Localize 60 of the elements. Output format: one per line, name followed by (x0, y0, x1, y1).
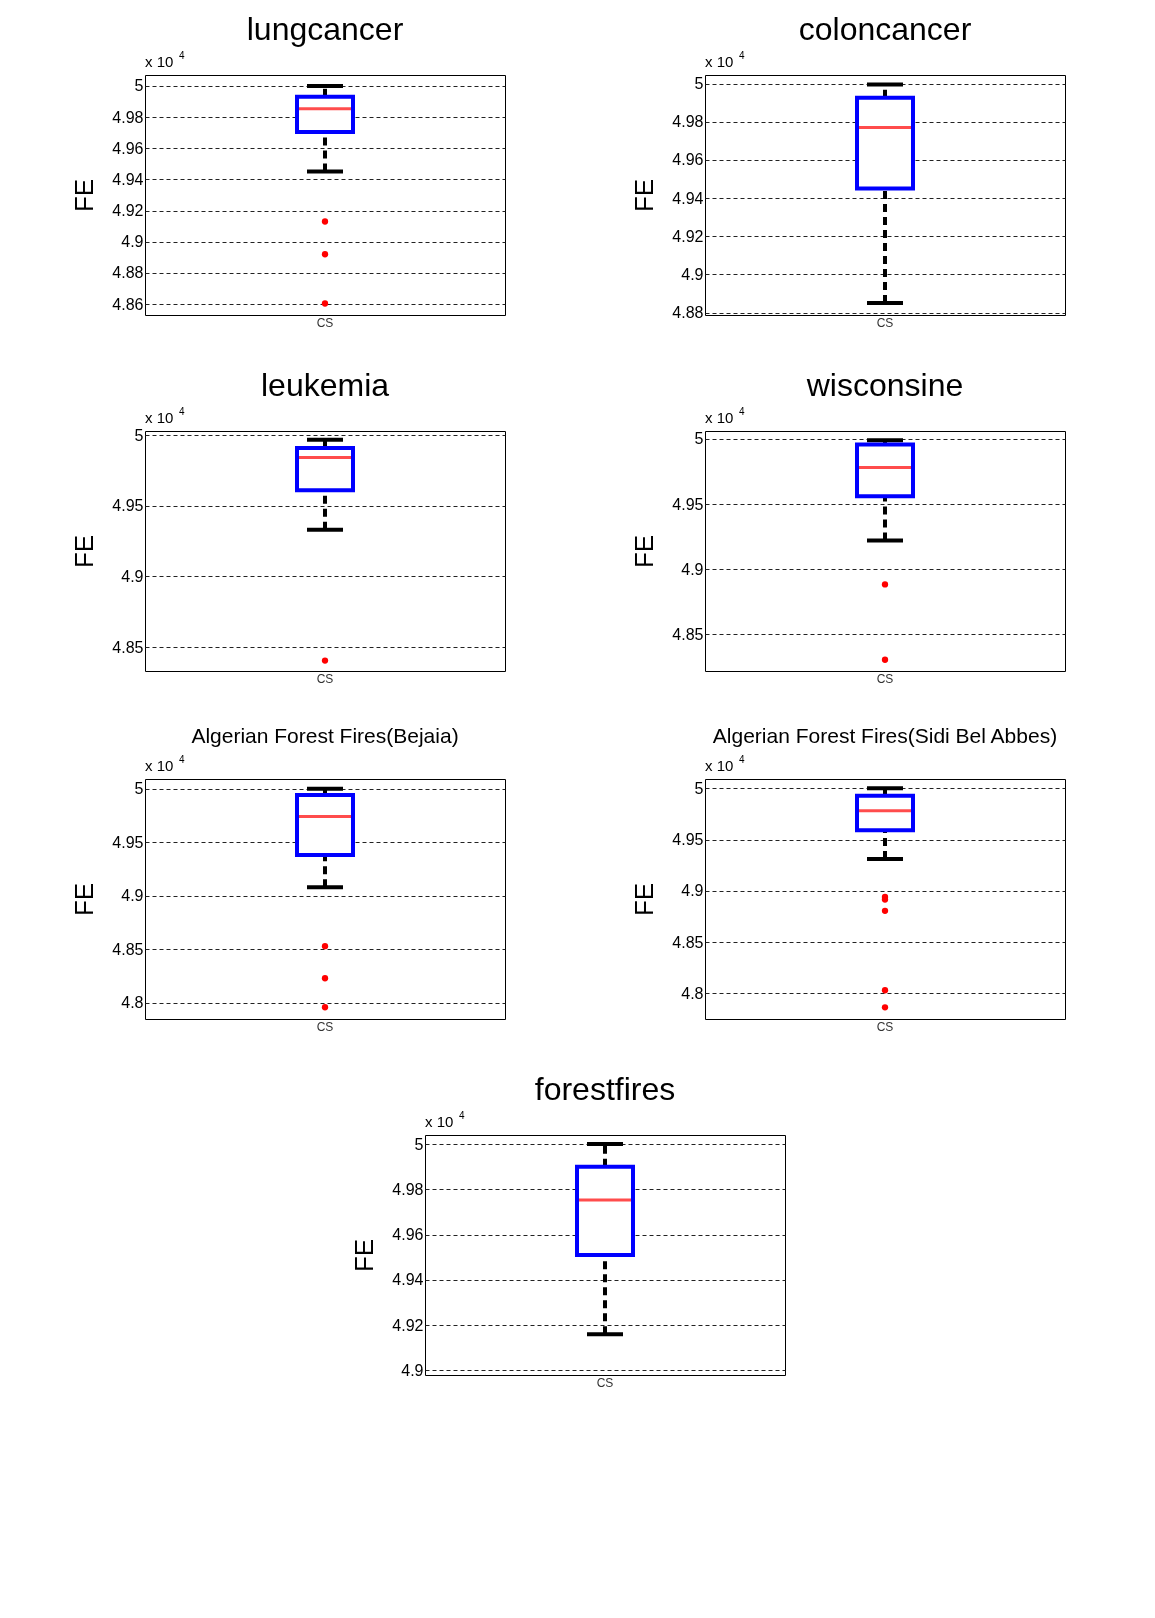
y-tick-label: 4.9 (681, 265, 704, 283)
y-axis-title: FE (629, 882, 660, 917)
y-tick-label: 4.85 (112, 638, 144, 656)
chart-title: coloncancer (798, 11, 972, 47)
chart-title: wisconsine (805, 367, 964, 403)
y-tick-label: 5 (694, 430, 704, 448)
y-tick-label: 4.85 (672, 933, 704, 951)
y-axis-title: FE (69, 882, 100, 917)
y-tick-label: 4.88 (112, 264, 144, 282)
y-tick-label: 4.94 (112, 170, 144, 188)
y-tick-label: 4.95 (112, 833, 144, 851)
y-tick-label: 4.92 (672, 227, 704, 245)
y-tick-label: 4.9 (401, 1361, 424, 1379)
y-axis-title: FE (349, 1238, 380, 1273)
chart-title: Algerian Forest Fires(Bejaia) (191, 724, 459, 747)
x-tick-label: CS (876, 671, 894, 686)
chart-title: Algerian Forest Fires(Sidi Bel Abbes) (712, 724, 1058, 747)
y-tick-label: 4.9 (121, 567, 144, 585)
y-axis-title: FE (629, 534, 660, 569)
y-tick-label: 4.92 (112, 202, 144, 220)
y-tick-label: 4.95 (672, 831, 704, 849)
y-tick-label: 5 (134, 780, 144, 798)
y-tick-label: 4.95 (112, 497, 144, 515)
y-tick-label: 4.92 (392, 1316, 424, 1334)
y-tick-label: 4.9 (121, 887, 144, 905)
x-tick-label: CS (316, 671, 334, 686)
y-tick-label: 4.9 (681, 882, 704, 900)
y-tick-label: 4.8 (681, 984, 704, 1002)
y-tick-label: 4.94 (672, 189, 704, 207)
x-tick-label: CS (316, 315, 334, 330)
y-tick-label: 4.8 (121, 994, 144, 1012)
y-tick-label: 4.96 (392, 1226, 424, 1244)
y-tick-label: 4.85 (672, 625, 704, 643)
y-axis-title: FE (69, 534, 100, 569)
x-tick-label: CS (316, 1019, 334, 1034)
y-tick-label: 5 (414, 1135, 424, 1153)
y-tick-label: 4.85 (112, 940, 144, 958)
x-tick-label: CS (876, 1019, 894, 1034)
chart-title: forestfires (534, 1071, 676, 1107)
y-tick-label: 4.96 (672, 151, 704, 169)
y-tick-label: 4.98 (392, 1180, 424, 1198)
y-tick-label: 5 (134, 426, 144, 444)
y-tick-label: 4.94 (392, 1271, 424, 1289)
y-tick-label: 4.86 (112, 295, 144, 313)
x-tick-label: CS (876, 315, 894, 330)
y-tick-label: 5 (694, 779, 704, 797)
y-axis-title: FE (629, 178, 660, 213)
y-tick-label: 5 (694, 75, 704, 93)
y-tick-label: 4.95 (672, 495, 704, 513)
y-tick-label: 5 (134, 77, 144, 95)
chart-title: leukemia (260, 367, 390, 403)
y-tick-label: 4.98 (672, 113, 704, 131)
y-axis-title: FE (69, 178, 100, 213)
y-tick-label: 4.98 (112, 108, 144, 126)
y-tick-label: 4.9 (681, 560, 704, 578)
x-tick-label: CS (596, 1375, 614, 1390)
y-tick-label: 4.88 (672, 304, 704, 322)
chart-title: lungcancer (246, 11, 404, 47)
y-tick-label: 4.96 (112, 139, 144, 157)
y-tick-label: 4.9 (121, 233, 144, 251)
